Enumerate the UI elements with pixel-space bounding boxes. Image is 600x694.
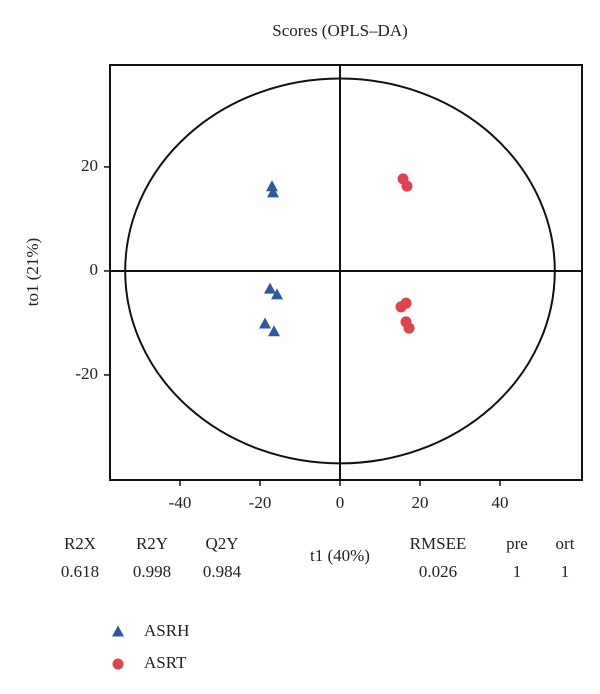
point	[271, 288, 283, 300]
point	[403, 322, 415, 334]
x-tick-label: 40	[492, 493, 509, 512]
y-tick-label: 20	[81, 156, 98, 175]
point	[401, 180, 413, 192]
confidence-ellipse	[124, 77, 556, 465]
stat-label: R2X	[64, 534, 96, 553]
point	[266, 180, 278, 192]
y-axis-label: to1 (21%)	[23, 238, 42, 306]
legend-marker	[112, 658, 124, 670]
stat-label: R2Y	[136, 534, 168, 553]
stat-value: 1	[513, 562, 522, 581]
legend-label: ASRH	[144, 621, 189, 640]
plot-frame	[109, 64, 583, 481]
stat-label: RMSEE	[410, 534, 467, 553]
stat-value: 1	[561, 562, 570, 581]
stat-value: 0.026	[419, 562, 457, 581]
point	[264, 282, 276, 294]
stat-value: 0.984	[203, 562, 242, 581]
legend-marker	[112, 625, 124, 637]
point	[267, 186, 279, 198]
x-tick-label: 0	[336, 493, 345, 512]
x-tick-label: -20	[249, 493, 272, 512]
y-tick-label: 0	[90, 260, 99, 279]
point	[259, 317, 271, 329]
stat-value: 0.618	[61, 562, 99, 581]
stat-value: 0.998	[133, 562, 171, 581]
point	[268, 325, 280, 337]
chart-title: Scores (OPLS–DA)	[272, 21, 408, 40]
point	[400, 297, 412, 309]
stat-label: Q2Y	[205, 534, 238, 553]
x-axis-label: t1 (40%)	[310, 546, 370, 565]
y-tick-label: -20	[75, 364, 98, 383]
stat-label: ort	[556, 534, 575, 553]
x-tick-label: -40	[169, 493, 192, 512]
x-tick-label: 20	[412, 493, 429, 512]
stat-label: pre	[506, 534, 528, 553]
legend-label: ASRT	[144, 653, 187, 672]
